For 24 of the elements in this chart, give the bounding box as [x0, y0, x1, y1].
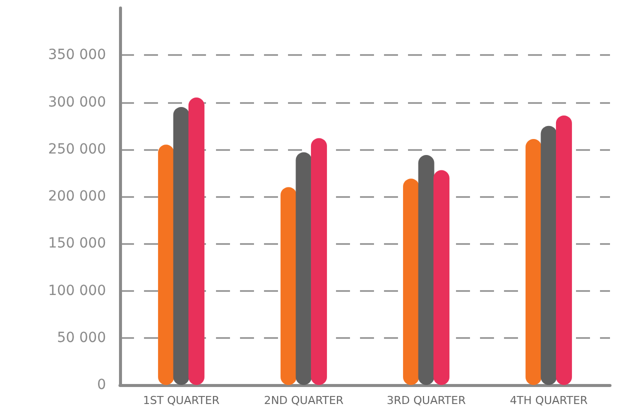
y-tick-label: 250 000 — [48, 141, 106, 158]
bar — [173, 106, 190, 385]
x-tick-label: 3RD QUARTER — [386, 394, 466, 407]
bar — [418, 155, 434, 385]
bar — [296, 152, 312, 385]
bar — [556, 115, 572, 385]
bar — [540, 126, 557, 385]
y-tick-label: 50 000 — [57, 330, 106, 346]
bar — [310, 138, 327, 385]
bar — [280, 187, 297, 385]
y-tick-label: 300 000 — [48, 94, 106, 110]
y-tick-label: 100 000 — [48, 282, 106, 299]
y-tick-label: 0 — [97, 377, 106, 393]
x-tick-label: 2ND QUARTER — [264, 394, 344, 407]
x-tick-label: 1ST QUARTER — [142, 394, 220, 407]
y-tick-label: 150 000 — [48, 236, 106, 252]
bar — [158, 144, 174, 385]
bar — [188, 98, 204, 385]
bar — [433, 170, 450, 385]
y-tick-label: 350 000 — [48, 47, 106, 64]
y-tick-label: 200 000 — [48, 188, 106, 204]
bar — [526, 139, 542, 385]
bar — [403, 178, 420, 385]
x-tick-label: 4TH QUARTER — [510, 394, 588, 407]
